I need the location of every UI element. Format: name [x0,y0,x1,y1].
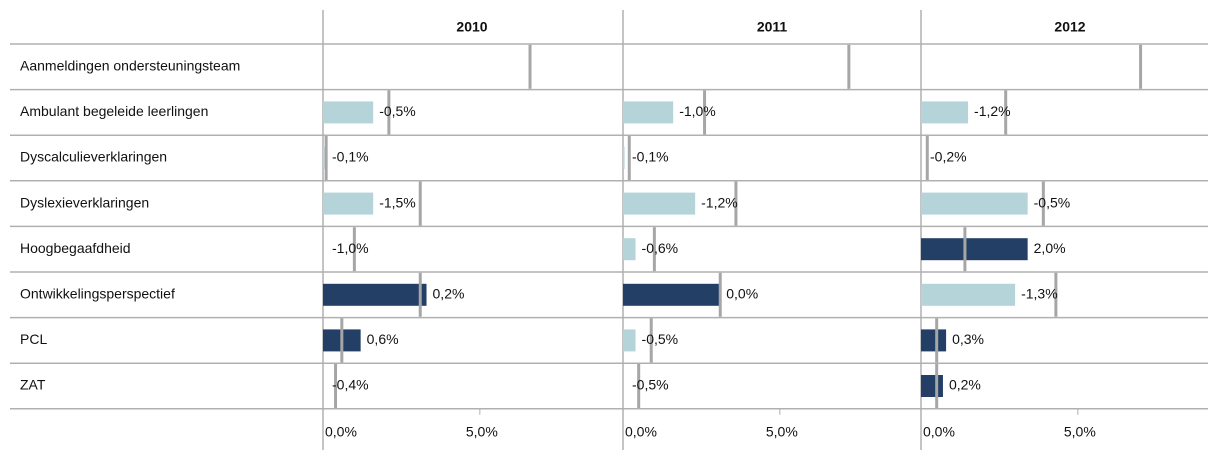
x-tick-label: 5,0% [466,424,498,440]
bar [623,329,636,352]
category-label: Dyslexieverklaringen [20,194,149,210]
category-label: Dyscalculieverklaringen [20,149,167,165]
bar [623,147,625,169]
bar [323,147,325,169]
value-label: -0,2% [930,149,967,165]
value-label: -0,5% [632,377,669,393]
bar [623,101,674,124]
value-label: 0,2% [949,377,981,393]
category-label: PCL [20,331,47,347]
value-label: -1,0% [679,103,716,119]
value-label: -0,5% [642,331,679,347]
value-label: -0,5% [379,103,416,119]
x-tick-label: 0,0% [923,424,955,440]
value-label: 0,6% [367,331,399,347]
category-label: Aanmeldingen ondersteuningsteam [20,58,240,74]
value-label: -0,1% [332,149,369,165]
bar [623,283,721,306]
bar [921,329,947,352]
bar [323,101,374,124]
value-label: -1,0% [332,240,369,256]
category-label: ZAT [20,377,46,393]
panel-title: 2010 [456,19,487,35]
x-tick-label: 5,0% [766,424,798,440]
bar [921,238,1028,261]
bar [623,238,636,261]
x-tick-label: 0,0% [325,424,357,440]
x-tick-label: 5,0% [1064,424,1096,440]
panel-title: 2011 [757,19,788,35]
value-label: 0,3% [952,331,984,347]
value-label: -1,3% [1021,286,1058,302]
bar [921,375,943,397]
value-label: -0,5% [1034,194,1071,210]
x-tick-label: 0,0% [625,424,657,440]
value-label: -0,1% [632,149,669,165]
bar [323,283,427,306]
bar [921,101,969,124]
category-label: Ontwikkelingsperspectief [20,286,175,302]
category-label: Ambulant begeleide leerlingen [20,103,208,119]
value-label: -0,6% [642,240,679,256]
value-label: 2,0% [1034,240,1066,256]
value-label: 0,2% [433,286,465,302]
value-label: -1,2% [974,103,1011,119]
value-label: 0,0% [726,286,758,302]
bar [323,192,374,215]
value-label: -1,5% [379,194,416,210]
bar [921,283,1016,306]
bar [921,192,1028,215]
panel-title: 2012 [1054,19,1085,35]
value-label: -0,4% [332,377,369,393]
bar [623,192,696,215]
category-label: Hoogbegaafdheid [20,240,131,256]
value-label: -1,2% [701,194,738,210]
